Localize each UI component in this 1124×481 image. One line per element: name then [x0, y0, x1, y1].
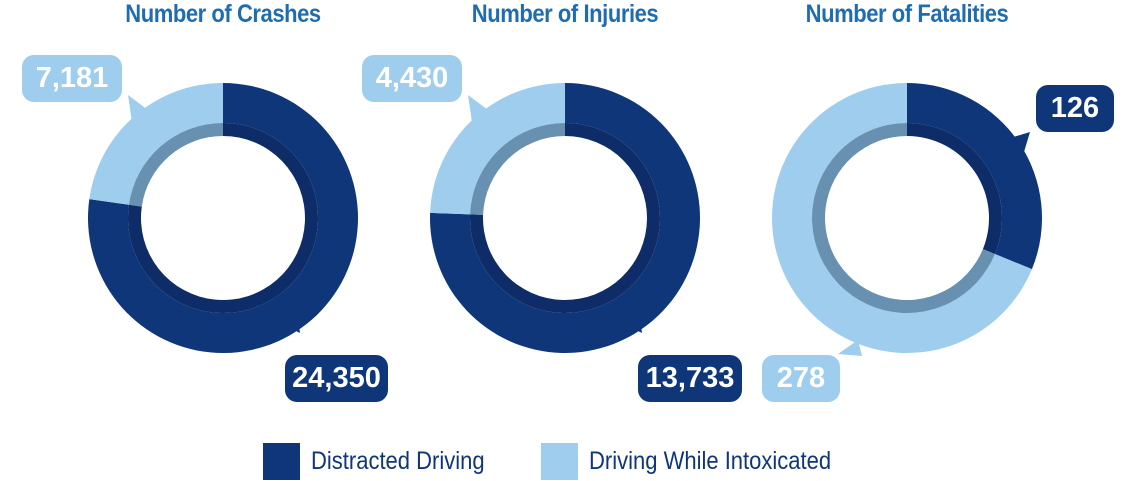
- donut-slice-intoxicated: [771, 83, 1032, 353]
- donut-inner-band-distracted: [907, 123, 1003, 255]
- chart-title-crashes: Number of Crashes: [125, 0, 321, 28]
- legend-swatch-distracted: [263, 443, 300, 480]
- callout-pointer: [128, 95, 148, 122]
- label-injuries-distracted: 13,733: [638, 355, 742, 402]
- label-injuries-intoxicated: 4,430: [362, 55, 462, 102]
- donut-inner-band-intoxicated: [128, 123, 223, 207]
- donut-slice-intoxicated: [89, 83, 223, 205]
- donut-slice-distracted: [430, 83, 700, 353]
- label-fatalities-intoxicated: 278: [762, 355, 840, 402]
- donut-slice-intoxicated: [430, 83, 565, 215]
- callout-pointer: [468, 95, 488, 122]
- legend-label-distracted: Distracted Driving: [311, 447, 485, 475]
- legend-label-intoxicated: Driving While Intoxicated: [589, 447, 832, 475]
- chart-title-fatalities: Number of Fatalities: [805, 0, 1009, 28]
- label-fatalities-distracted: 126: [1036, 85, 1114, 132]
- donut-inner-band-intoxicated: [470, 123, 565, 215]
- legend-swatch-intoxicated: [541, 443, 578, 480]
- legend-item-distracted: Distracted Driving: [263, 443, 508, 480]
- legend-item-intoxicated: Driving While Intoxicated: [541, 443, 864, 480]
- callout-pointer: [838, 340, 862, 356]
- donut-slice-distracted: [907, 83, 1042, 270]
- label-crashes-intoxicated: 7,181: [22, 55, 122, 102]
- label-crashes-distracted: 24,350: [285, 355, 388, 402]
- chart-title-injuries: Number of Injuries: [471, 0, 659, 28]
- donut-slice-distracted: [87, 83, 358, 353]
